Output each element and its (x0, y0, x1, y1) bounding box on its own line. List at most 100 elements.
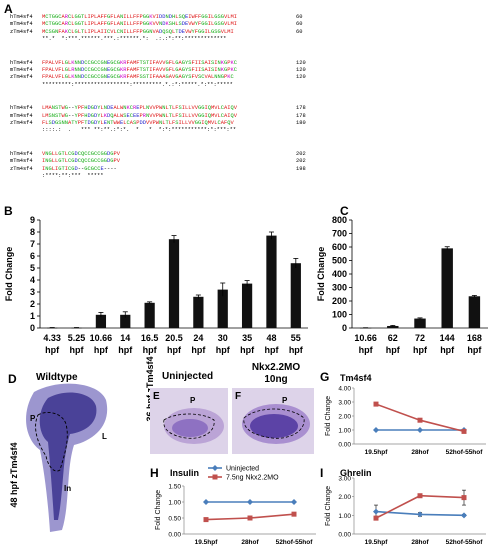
y-tick-label: 0.00 (338, 442, 351, 449)
sequence-residues: LMANSTWG--YPFHDGDYLNDEALWNKCREPLNVVPWNLT… (42, 105, 237, 112)
sequence-residues: VNGLLGTLCGDCQCCGCCGGDGPV (42, 150, 120, 157)
x-tick-label: 52hof-55hof (276, 539, 314, 546)
wildtype-title: Wildtype (36, 372, 78, 383)
y-tick-label: 5 (30, 263, 35, 273)
data-point-square (461, 495, 467, 501)
sequence-residues: FPALVFLGLRNNDCCGCCGNEGCGKRFAMFTSTIFAVVGF… (42, 67, 237, 73)
chart-g-tm4sf4: Tm4sf4 Fold Change 0.00 1.00 2.00 3.00 4.00 19.… (325, 373, 486, 456)
x-tick-unit: hpf (240, 345, 255, 355)
sequence-name: mTm4sf4 (10, 112, 33, 119)
x-tick-label: 10.66 (354, 333, 377, 343)
x-tick-label: 35 (242, 333, 252, 343)
x-tick-unit: hpf (467, 345, 482, 355)
y-tick-label: 200 (332, 296, 347, 306)
sequence-position: 120 (296, 67, 306, 73)
data-point-square (417, 417, 423, 423)
sequence-residues: LMSNSTWG--YPFHDGDYLKDQALWSECEEPRNVVPWNLT… (42, 112, 237, 119)
y-tick-label: 500 (332, 256, 347, 266)
y-tick-label: 3.00 (338, 400, 351, 407)
bar (47, 327, 58, 329)
conservation-line: :****:**:*** ***** (42, 173, 104, 179)
bar (414, 318, 426, 328)
sequence-residues: FPALVFLGLKNNDCCGCCGNEGCGKRFAMFSSTIFAAAGA… (42, 74, 234, 81)
bar (290, 263, 301, 328)
y-tick-label: 100 (332, 310, 347, 320)
sequence-name: zTm4sf4 (10, 74, 33, 81)
conservation-line: **.* *:***.******.***.:******.*: .:.:*:*… (42, 36, 227, 43)
x-tick-unit: hpf (386, 345, 401, 355)
x-tick-label: 16.5 (141, 333, 159, 343)
sequence-name: mTm4sf4 (10, 21, 33, 28)
bar (168, 239, 180, 328)
bar (241, 283, 253, 328)
x-tick-label: 20.5 (165, 333, 183, 343)
x-tick-label: 28hof (411, 449, 429, 456)
x-tick-label: 28hof (241, 539, 259, 546)
x-tick-label: 28hof (411, 539, 429, 546)
y-axis-label: Fold Change (4, 247, 14, 302)
sequence-name: mTm4sf4 (10, 158, 33, 165)
wildtype-image-panel (4, 370, 114, 540)
panel-label-g: G (320, 370, 330, 384)
chart-i-ghrelin: Ghrelin Fold Change 0.00 1.00 2.00 3.00 19.5hp… (325, 468, 486, 546)
panel-label-b: B (4, 204, 13, 218)
data-point-square (373, 515, 379, 521)
y-tick-label: 600 (332, 242, 347, 252)
sequence-residues: MCTGGCARCLGGTLIPLAFFGFLANILLFFPGGKVIDDND… (42, 14, 237, 20)
x-tick-label: 48 (266, 333, 276, 343)
x-tick-label: 14 (120, 333, 130, 343)
y-axis-label: Fold Change (316, 247, 326, 302)
x-tick-unit: hpf (413, 345, 428, 355)
bar (71, 327, 82, 329)
bar (217, 289, 228, 328)
y-tick-label: 2.00 (338, 494, 351, 501)
y-tick-label: 7 (30, 239, 35, 249)
panel-label-f: F (235, 391, 242, 402)
x-tick-unit: hpf (167, 345, 182, 355)
y-tick-label: 8 (30, 227, 35, 237)
sequence-name: hTm4sf4 (10, 14, 33, 20)
y-tick-label: 0.00 (338, 532, 351, 539)
bar (441, 248, 453, 328)
uninjected-embryo-image (150, 388, 228, 454)
data-point-square (461, 428, 467, 434)
x-tick-label: 144 (440, 333, 455, 343)
label-p-uninjected: P (190, 396, 196, 405)
panel-label-c: C (340, 204, 349, 218)
sequence-position: 60 (296, 28, 303, 35)
x-tick-unit: hpf (289, 345, 304, 355)
x-tick-unit: hpf (440, 345, 455, 355)
y-axis-label: Fold Change (325, 396, 332, 436)
panel-label-a: A (4, 2, 13, 16)
mo-title-line2: 10ng (264, 374, 288, 385)
data-point-diamond (291, 499, 297, 505)
bar (387, 325, 399, 328)
y-tick-label: 2 (30, 299, 35, 309)
y-axis-label: Fold Change (325, 486, 332, 526)
label-p-wildtype: P (30, 414, 36, 423)
sequence-name: mTm4sf4 (10, 67, 33, 73)
data-point-diamond (373, 427, 379, 433)
sequence-name: zTm4sf4 (10, 28, 33, 35)
sequence-residues: FPALVFLGLKNNDCCGCCGNEGCGKRFAMFTSTIFAVVGF… (42, 59, 237, 66)
data-point-square (247, 515, 253, 521)
sequence-residues: FLSDGSNNATYPFTDGDYLENTWWELCASPDDVVPWNLTL… (42, 120, 234, 126)
y-tick-label: 4 (30, 275, 35, 285)
bar (95, 314, 107, 328)
mo-title-line1: Nkx2.2MO (251, 362, 301, 373)
conservation-line: *********:*****************:*********.*.… (42, 81, 233, 88)
x-tick-label: 168 (467, 333, 482, 343)
x-tick-label: 10.66 (90, 333, 113, 343)
bar (120, 314, 131, 328)
x-tick-unit: hpf (143, 345, 158, 355)
sequence-name: zTm4sf4 (10, 165, 33, 172)
sequence-residues: INGLIGTICGD--GCGCCE---- (42, 165, 117, 172)
sequence-position: 120 (296, 74, 306, 81)
x-tick-label: 62 (388, 333, 398, 343)
x-tick-unit: hpf (45, 345, 60, 355)
sequence-position: 60 (296, 14, 303, 20)
label-in-wildtype: In (64, 484, 72, 493)
x-tick-label: 19.5hpf (365, 449, 389, 456)
x-tick-label: 19.5hpf (365, 539, 389, 546)
sequence-position: 202 (296, 158, 306, 165)
